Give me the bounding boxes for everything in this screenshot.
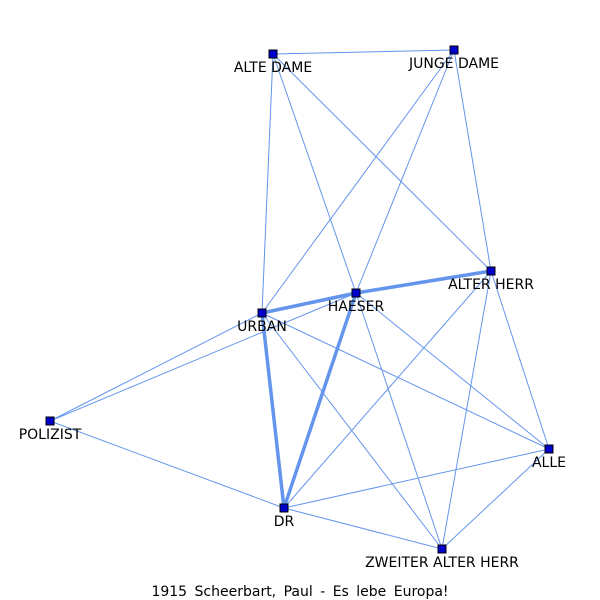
edge-alte_dame-alter_herr xyxy=(272,53,492,272)
node-label-junge_dame: JUNGE DAME xyxy=(408,56,499,72)
node-label-zweiter_alter_herr: ZWEITER ALTER HERR xyxy=(365,555,519,571)
edge-urban-dr xyxy=(260,312,286,509)
node-label-polizist: POLIZIST xyxy=(19,427,82,443)
node-label-urban: URBAN xyxy=(237,319,287,335)
node-alle xyxy=(544,444,554,454)
node-zweiter_alter_herr xyxy=(437,544,447,554)
edge-alte_dame-haeser xyxy=(272,53,357,294)
edge-alter_herr-dr xyxy=(283,270,492,509)
nodes-layer xyxy=(45,45,554,554)
node-alte_dame xyxy=(268,49,278,59)
edge-alte_dame-junge_dame xyxy=(272,49,455,55)
node-haeser xyxy=(351,288,361,298)
edge-dr-zweiter_alter_herr xyxy=(283,507,443,550)
edge-urban-zweiter_alter_herr xyxy=(261,312,443,550)
edge-urban-polizist xyxy=(49,312,263,422)
edge-junge_dame-alter_herr xyxy=(453,49,492,272)
edge-alle-zweiter_alter_herr xyxy=(441,448,550,550)
edge-haeser-alter_herr xyxy=(355,269,492,295)
edge-haeser-alle xyxy=(355,292,550,450)
edge-haeser-polizist xyxy=(49,292,357,422)
edge-haeser-zweiter_alter_herr xyxy=(355,292,443,550)
edge-alte_dame-urban xyxy=(261,53,274,314)
edge-dr-alle xyxy=(283,448,550,509)
node-label-haeser: HAESER xyxy=(328,299,385,315)
node-label-alte_dame: ALTE DAME xyxy=(234,60,312,76)
node-label-alle: ALLE xyxy=(532,455,566,471)
node-label-alter_herr: ALTER HERR xyxy=(448,277,534,293)
node-polizist xyxy=(45,416,55,426)
edge-polizist-dr xyxy=(49,420,285,509)
node-dr xyxy=(279,503,289,513)
edge-alter_herr-zweiter_alter_herr xyxy=(441,270,492,550)
node-alter_herr xyxy=(486,266,496,276)
node-label-dr: DR xyxy=(274,514,295,530)
labels-layer: ALTE DAME JUNGE DAME ALTER HERR HAESER URBAN… xyxy=(19,56,566,571)
edges-layer xyxy=(49,49,550,550)
graph-caption: 1915 Scheerbart, Paul - Es lebe Europa! xyxy=(151,584,448,600)
node-junge_dame xyxy=(449,45,459,55)
edge-haeser-dr xyxy=(282,292,358,509)
node-urban xyxy=(257,308,267,318)
edge-junge_dame-haeser xyxy=(355,49,455,294)
edge-urban-haeser xyxy=(261,291,357,315)
edge-urban-alle xyxy=(261,312,550,450)
edge-junge_dame-urban xyxy=(261,49,455,314)
edge-alter_herr-alle xyxy=(490,270,550,450)
